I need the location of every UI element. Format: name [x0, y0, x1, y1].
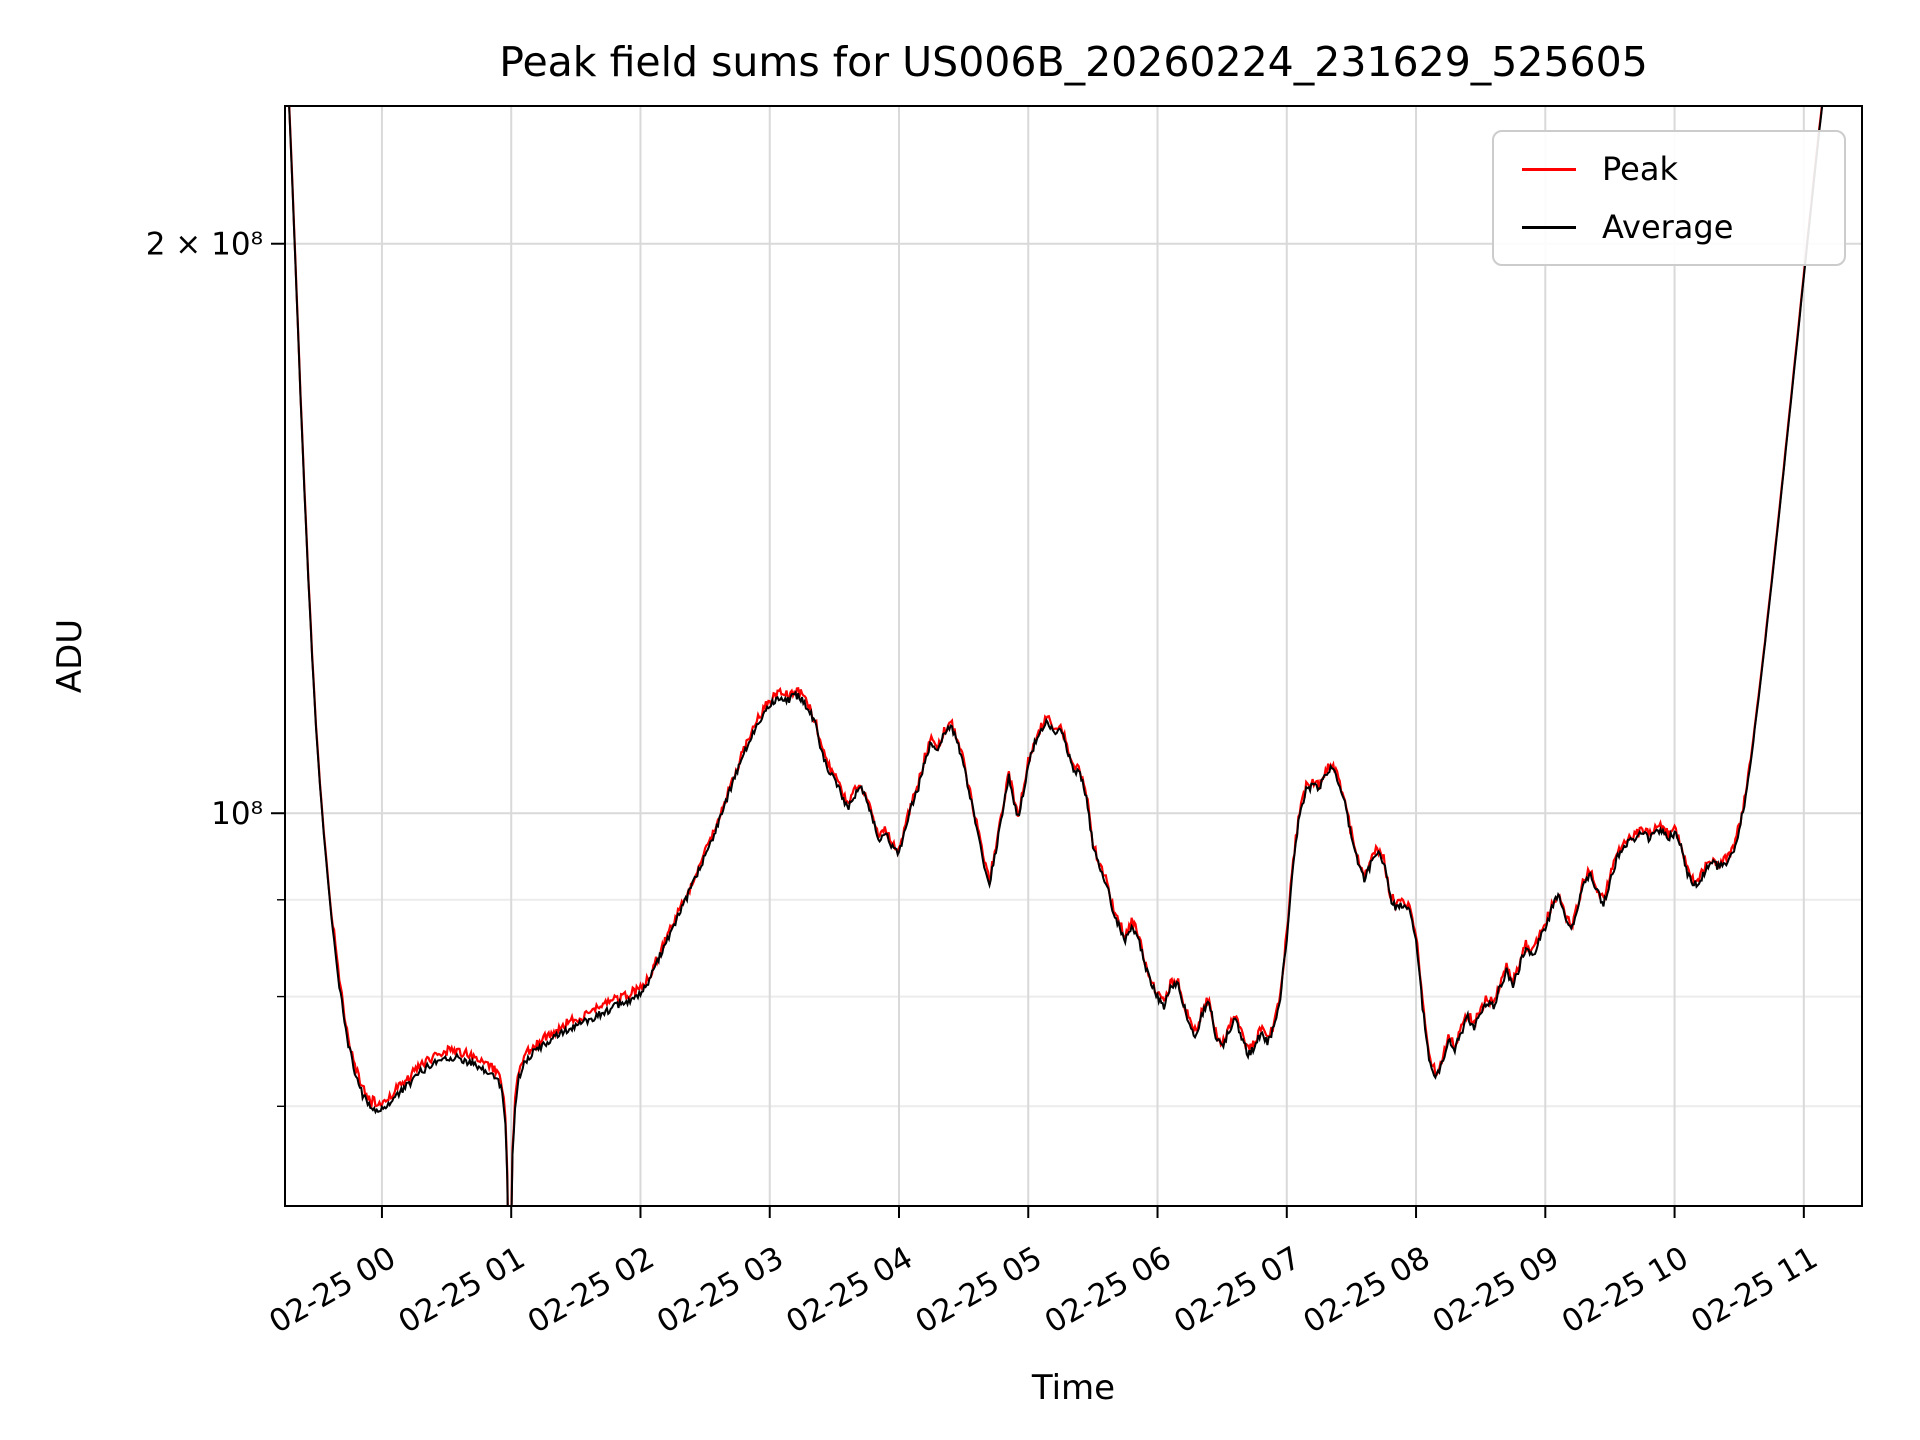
x-tick-label: 02-25 11 [1685, 1240, 1824, 1341]
legend-line-swatch [1522, 225, 1576, 229]
legend-item-label: Peak [1602, 150, 1678, 188]
legend-item-average: Average [1522, 208, 1816, 246]
x-tick-label: 02-25 07 [1168, 1240, 1307, 1341]
legend-item-label: Average [1602, 208, 1734, 246]
x-tick-label: 02-25 10 [1556, 1240, 1695, 1341]
x-tick-label: 02-25 00 [263, 1240, 402, 1341]
grid [285, 106, 1862, 1206]
x-tick-label: 02-25 01 [392, 1240, 531, 1341]
y-tick-label: 10⁸ [211, 796, 263, 832]
y-tick-label: 2 × 10⁸ [146, 227, 263, 263]
x-tick-label: 02-25 04 [780, 1240, 919, 1341]
legend: Peak Average [1492, 130, 1846, 266]
x-tick-label: 02-25 06 [1039, 1240, 1178, 1341]
legend-line-swatch [1522, 167, 1576, 171]
x-tick-label: 02-25 02 [522, 1240, 661, 1341]
y-axis-label: ADU [50, 618, 90, 694]
x-tick-label: 02-25 03 [651, 1240, 790, 1341]
chart-title: Peak field sums for US006B_20260224_2316… [499, 38, 1648, 86]
axes-spines [284, 105, 1863, 1207]
x-axis-label: Time [1031, 1368, 1116, 1408]
x-tick-label: 02-25 09 [1427, 1240, 1566, 1341]
legend-item-peak: Peak [1522, 150, 1816, 188]
series-average-line [288, 106, 1824, 1206]
x-tick-label: 02-25 08 [1297, 1240, 1436, 1341]
x-tick-label: 02-25 05 [910, 1240, 1049, 1341]
